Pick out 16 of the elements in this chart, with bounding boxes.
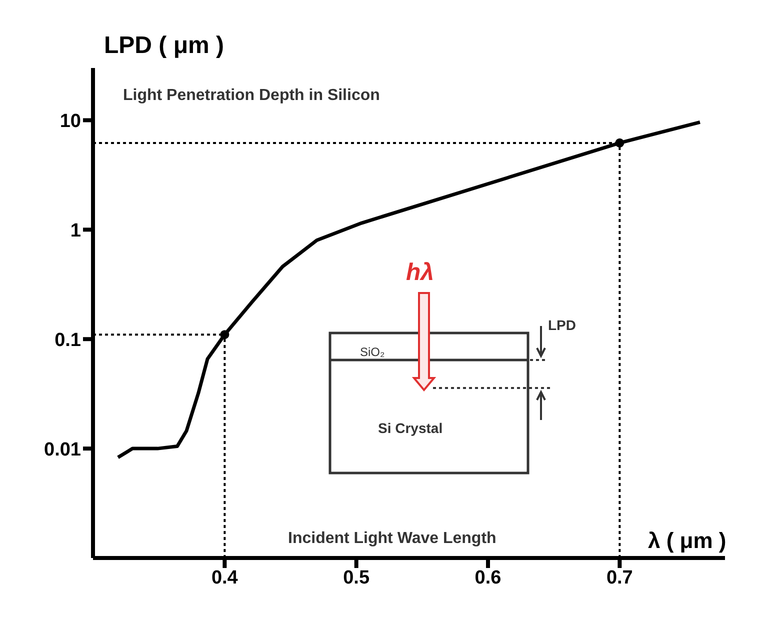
y-tick-label: 1: [70, 220, 82, 242]
text: Light Penetration Depth in Silicon: [123, 87, 380, 104]
y-axis-title: LPD ( μm ): [104, 32, 224, 59]
annotation: SiO₂: [360, 345, 386, 359]
annotation: LPD: [548, 317, 576, 333]
y-tick-label: 10: [60, 110, 81, 132]
annotation: hλ: [406, 259, 434, 286]
x-tick-label: 0.4: [211, 567, 238, 588]
x-tick-label: 0.5: [343, 567, 370, 588]
y-tick-label: 0.1: [54, 330, 82, 351]
x-tick-label: 0.6: [474, 567, 502, 588]
x-axis-title: λ ( μm ): [648, 528, 726, 553]
annotation: Si Crystal: [378, 420, 443, 436]
annotation: Incident Light Wave Length: [288, 530, 496, 547]
y-tick-label: 0.01: [44, 439, 82, 460]
x-tick-label: 0.7: [606, 567, 633, 588]
